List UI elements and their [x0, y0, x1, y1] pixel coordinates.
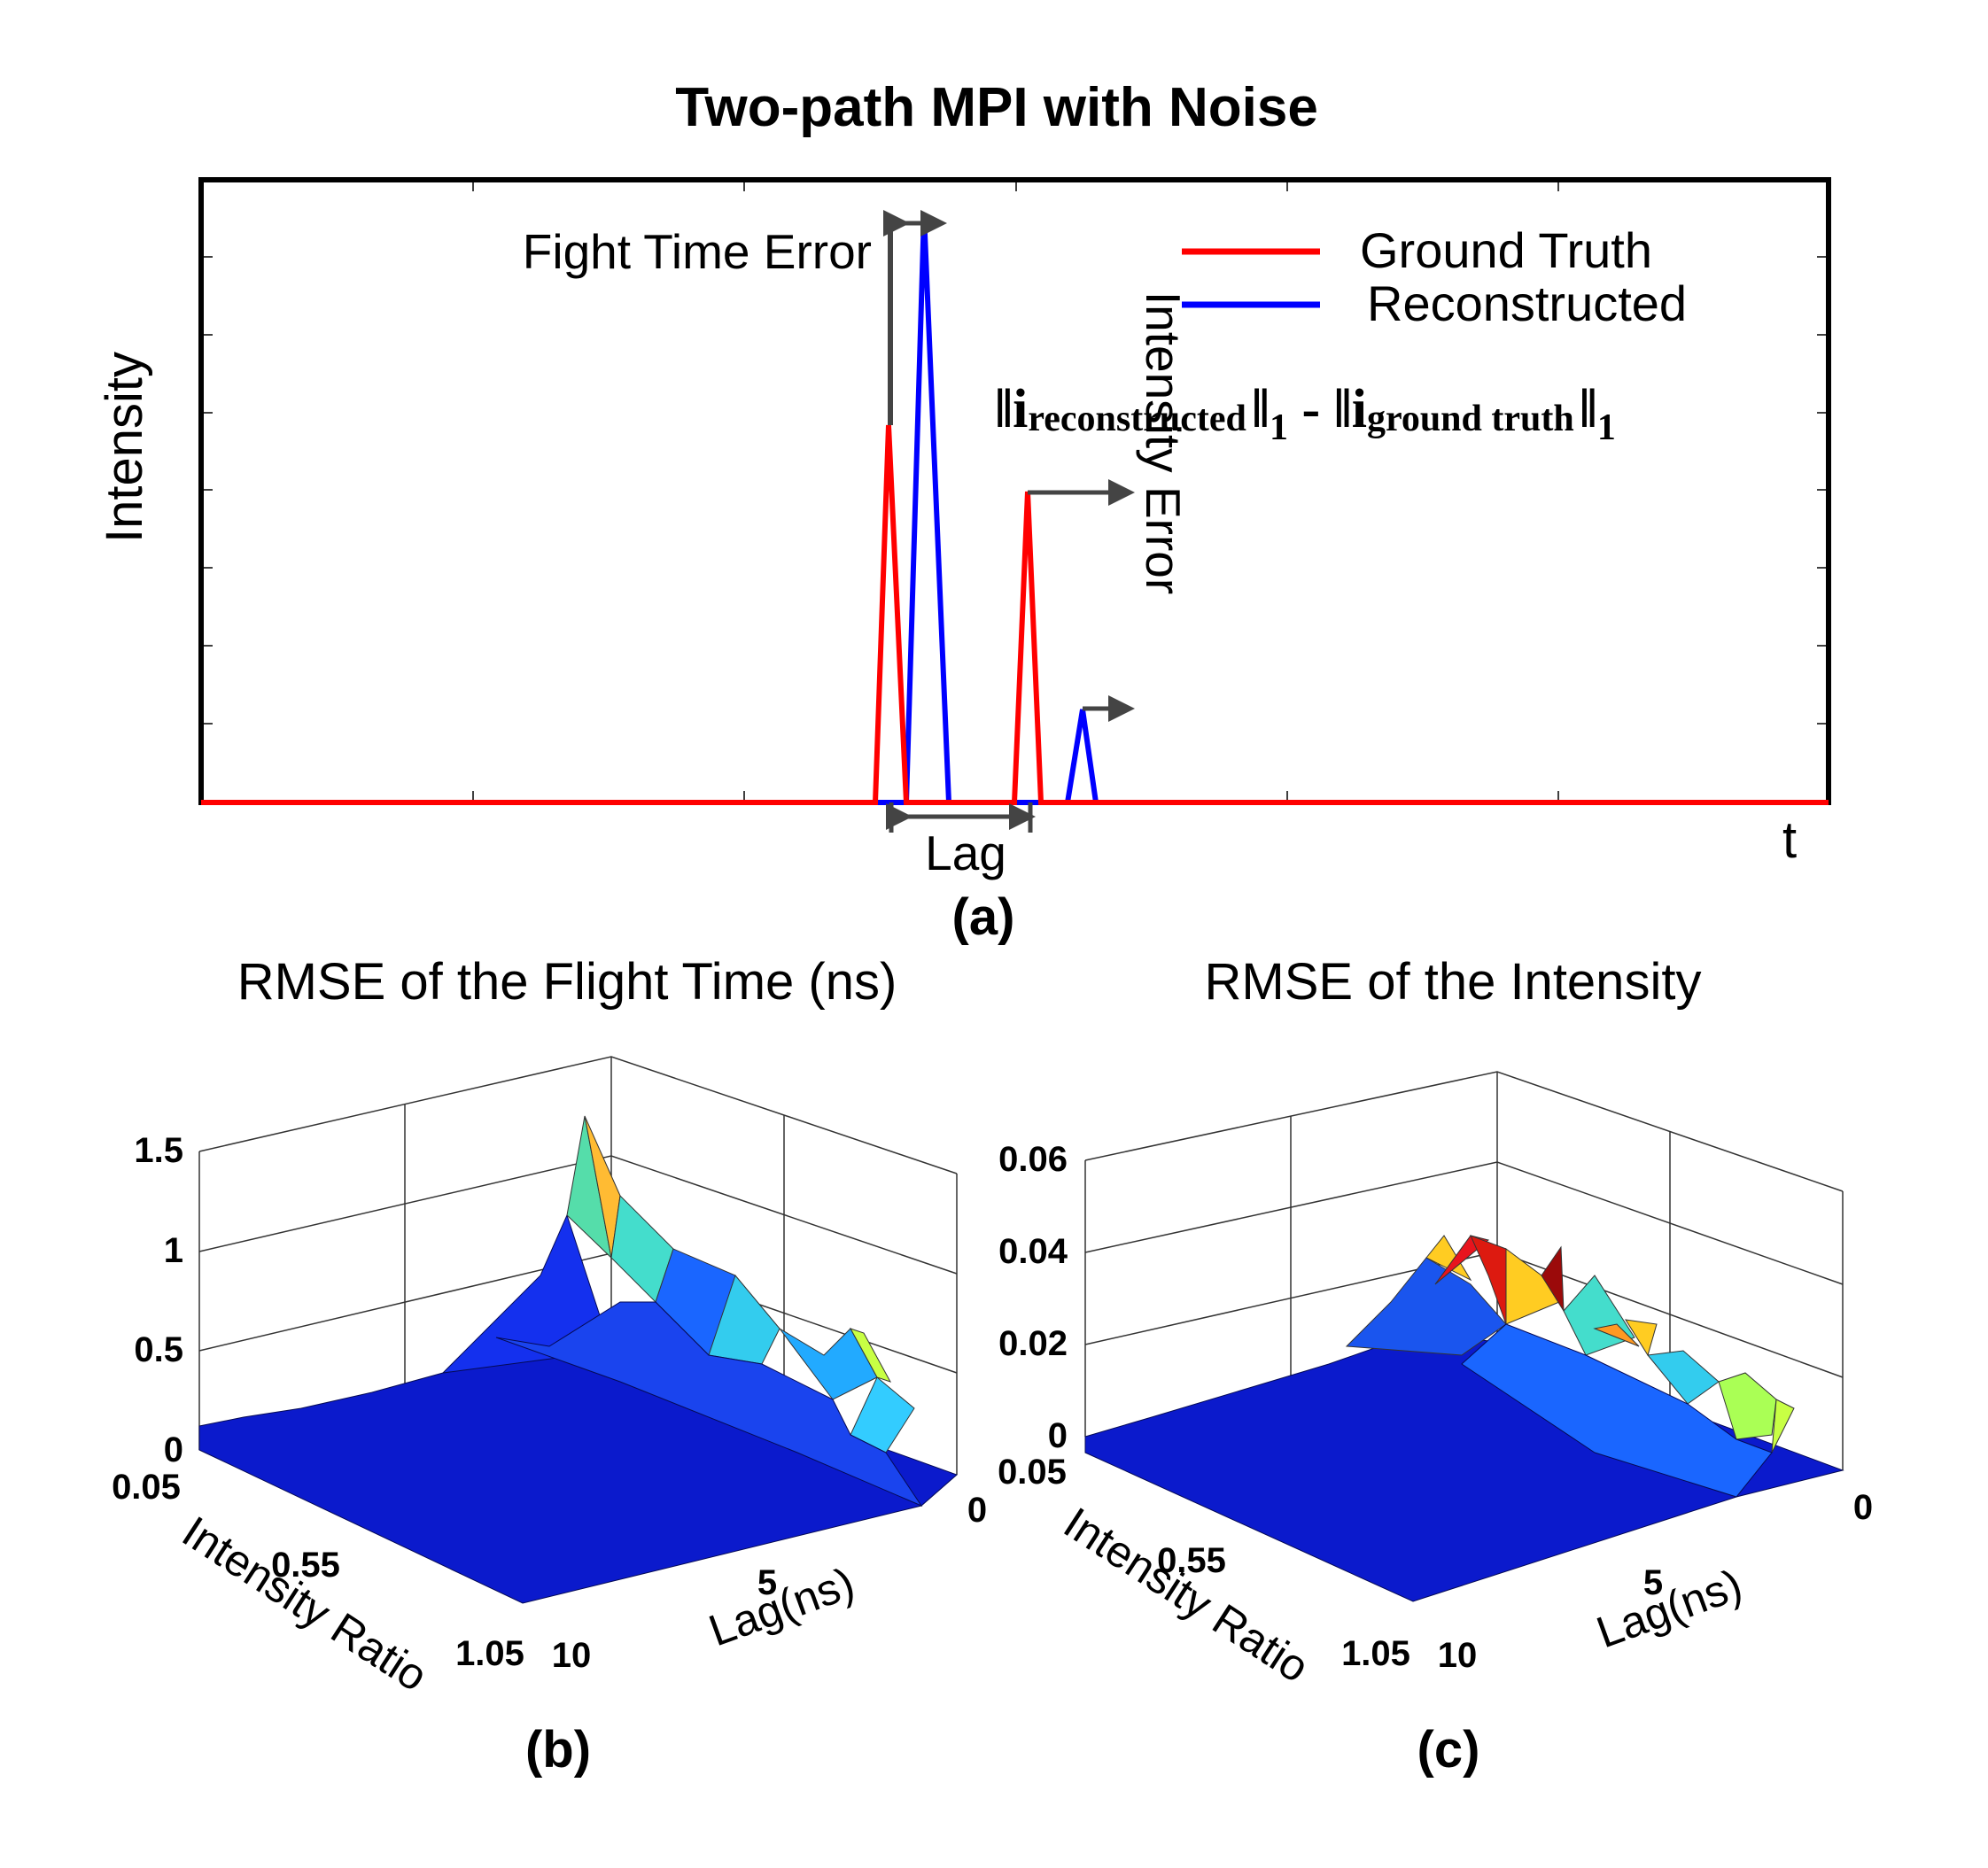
panel-c-ztick-label: 0.04	[998, 1232, 1068, 1271]
panel-c-title: RMSE of the Intensity	[1205, 953, 1702, 1011]
panel-b-ytick-label: 0.05	[112, 1468, 181, 1507]
panel-c-label: (c)	[1417, 1721, 1480, 1779]
panel-b-xtick-label: 10	[552, 1636, 592, 1675]
intensity-error-formula: ‖ireconstructed‖1 - ‖iground truth‖1	[995, 379, 1616, 448]
panel-c-ztick-labels: 0.06 0.04 0.02 0	[998, 1140, 1068, 1455]
panel-b-label: (b)	[525, 1721, 591, 1779]
intensity-error-label: Intensity Error	[1136, 291, 1191, 594]
legend-ground-truth-label: Ground Truth	[1360, 222, 1652, 278]
panel-b-ztick-label: 1	[164, 1231, 183, 1270]
panel-c-xtick-label: 5	[1643, 1563, 1663, 1602]
panel-b-ztick-label: 1.5	[134, 1131, 183, 1170]
panel-c-ytick-labels: 0.05 0.55 1.05	[998, 1453, 1410, 1673]
panel-c-ztick-label: 0	[1048, 1416, 1068, 1455]
panel-c-ztick-label: 0.06	[998, 1140, 1068, 1179]
panel-b-xtick-labels: 0 5 10	[552, 1491, 987, 1675]
panel-c-ytick-label: 0.55	[1157, 1541, 1226, 1580]
panel-c-ytick-label: 0.05	[998, 1453, 1067, 1492]
panel-c-ytick-label: 1.05	[1341, 1634, 1410, 1673]
panel-c-xtick-label: 0	[1853, 1488, 1873, 1527]
series-ground-truth-line	[201, 424, 1829, 805]
panel-b-xlabel: Lag(ns)	[703, 1558, 860, 1656]
panel-b-ztick-label: 0	[164, 1430, 183, 1469]
panel-c-xtick-labels: 0 5 10	[1438, 1488, 1873, 1675]
figure-title: Two-path MPI with Noise	[675, 77, 1318, 138]
panel-b-surface	[198, 1115, 958, 1604]
panel-b-xtick-label: 0	[967, 1491, 987, 1530]
lag-label: Lag	[925, 825, 1006, 880]
panel-b-xtick-label: 5	[757, 1563, 777, 1602]
panel-a-ylabel: Intensity	[96, 352, 153, 543]
panel-b-ytick-labels: 0.05 0.55 1.05	[112, 1468, 524, 1673]
panel-a: Fight Time Error Lag Intensity Error ‖ir…	[96, 177, 1831, 946]
legend-reconstructed-label: Reconstructed	[1367, 275, 1687, 331]
panel-b-box	[198, 1056, 958, 1475]
panel-c-ztick-label: 0.02	[998, 1324, 1068, 1363]
panel-b-ytick-label: 0.55	[271, 1546, 340, 1585]
panel-b-ytick-label: 1.05	[455, 1634, 524, 1673]
panel-a-xlabel: t	[1782, 811, 1797, 869]
flight-time-error-label: Fight Time Error	[523, 224, 872, 279]
panel-b-ztick-labels: 1.5 1 0.5 0	[134, 1131, 183, 1469]
panel-c-surface	[1084, 1235, 1844, 1602]
panel-c-xlabel: Lag(ns)	[1590, 1560, 1748, 1658]
panel-b-ztick-label: 0.5	[134, 1330, 183, 1369]
panel-c-xtick-label: 10	[1438, 1636, 1478, 1675]
panel-b-title: RMSE of the Flight Time (ns)	[237, 953, 897, 1011]
panel-a-label: (a)	[952, 888, 1015, 946]
series-reconstructed-line	[877, 213, 1099, 805]
panel-b: RMSE of the Flight Time (ns) 1.5	[112, 953, 987, 1779]
panel-c: RMSE of the Intensity	[998, 953, 1873, 1779]
